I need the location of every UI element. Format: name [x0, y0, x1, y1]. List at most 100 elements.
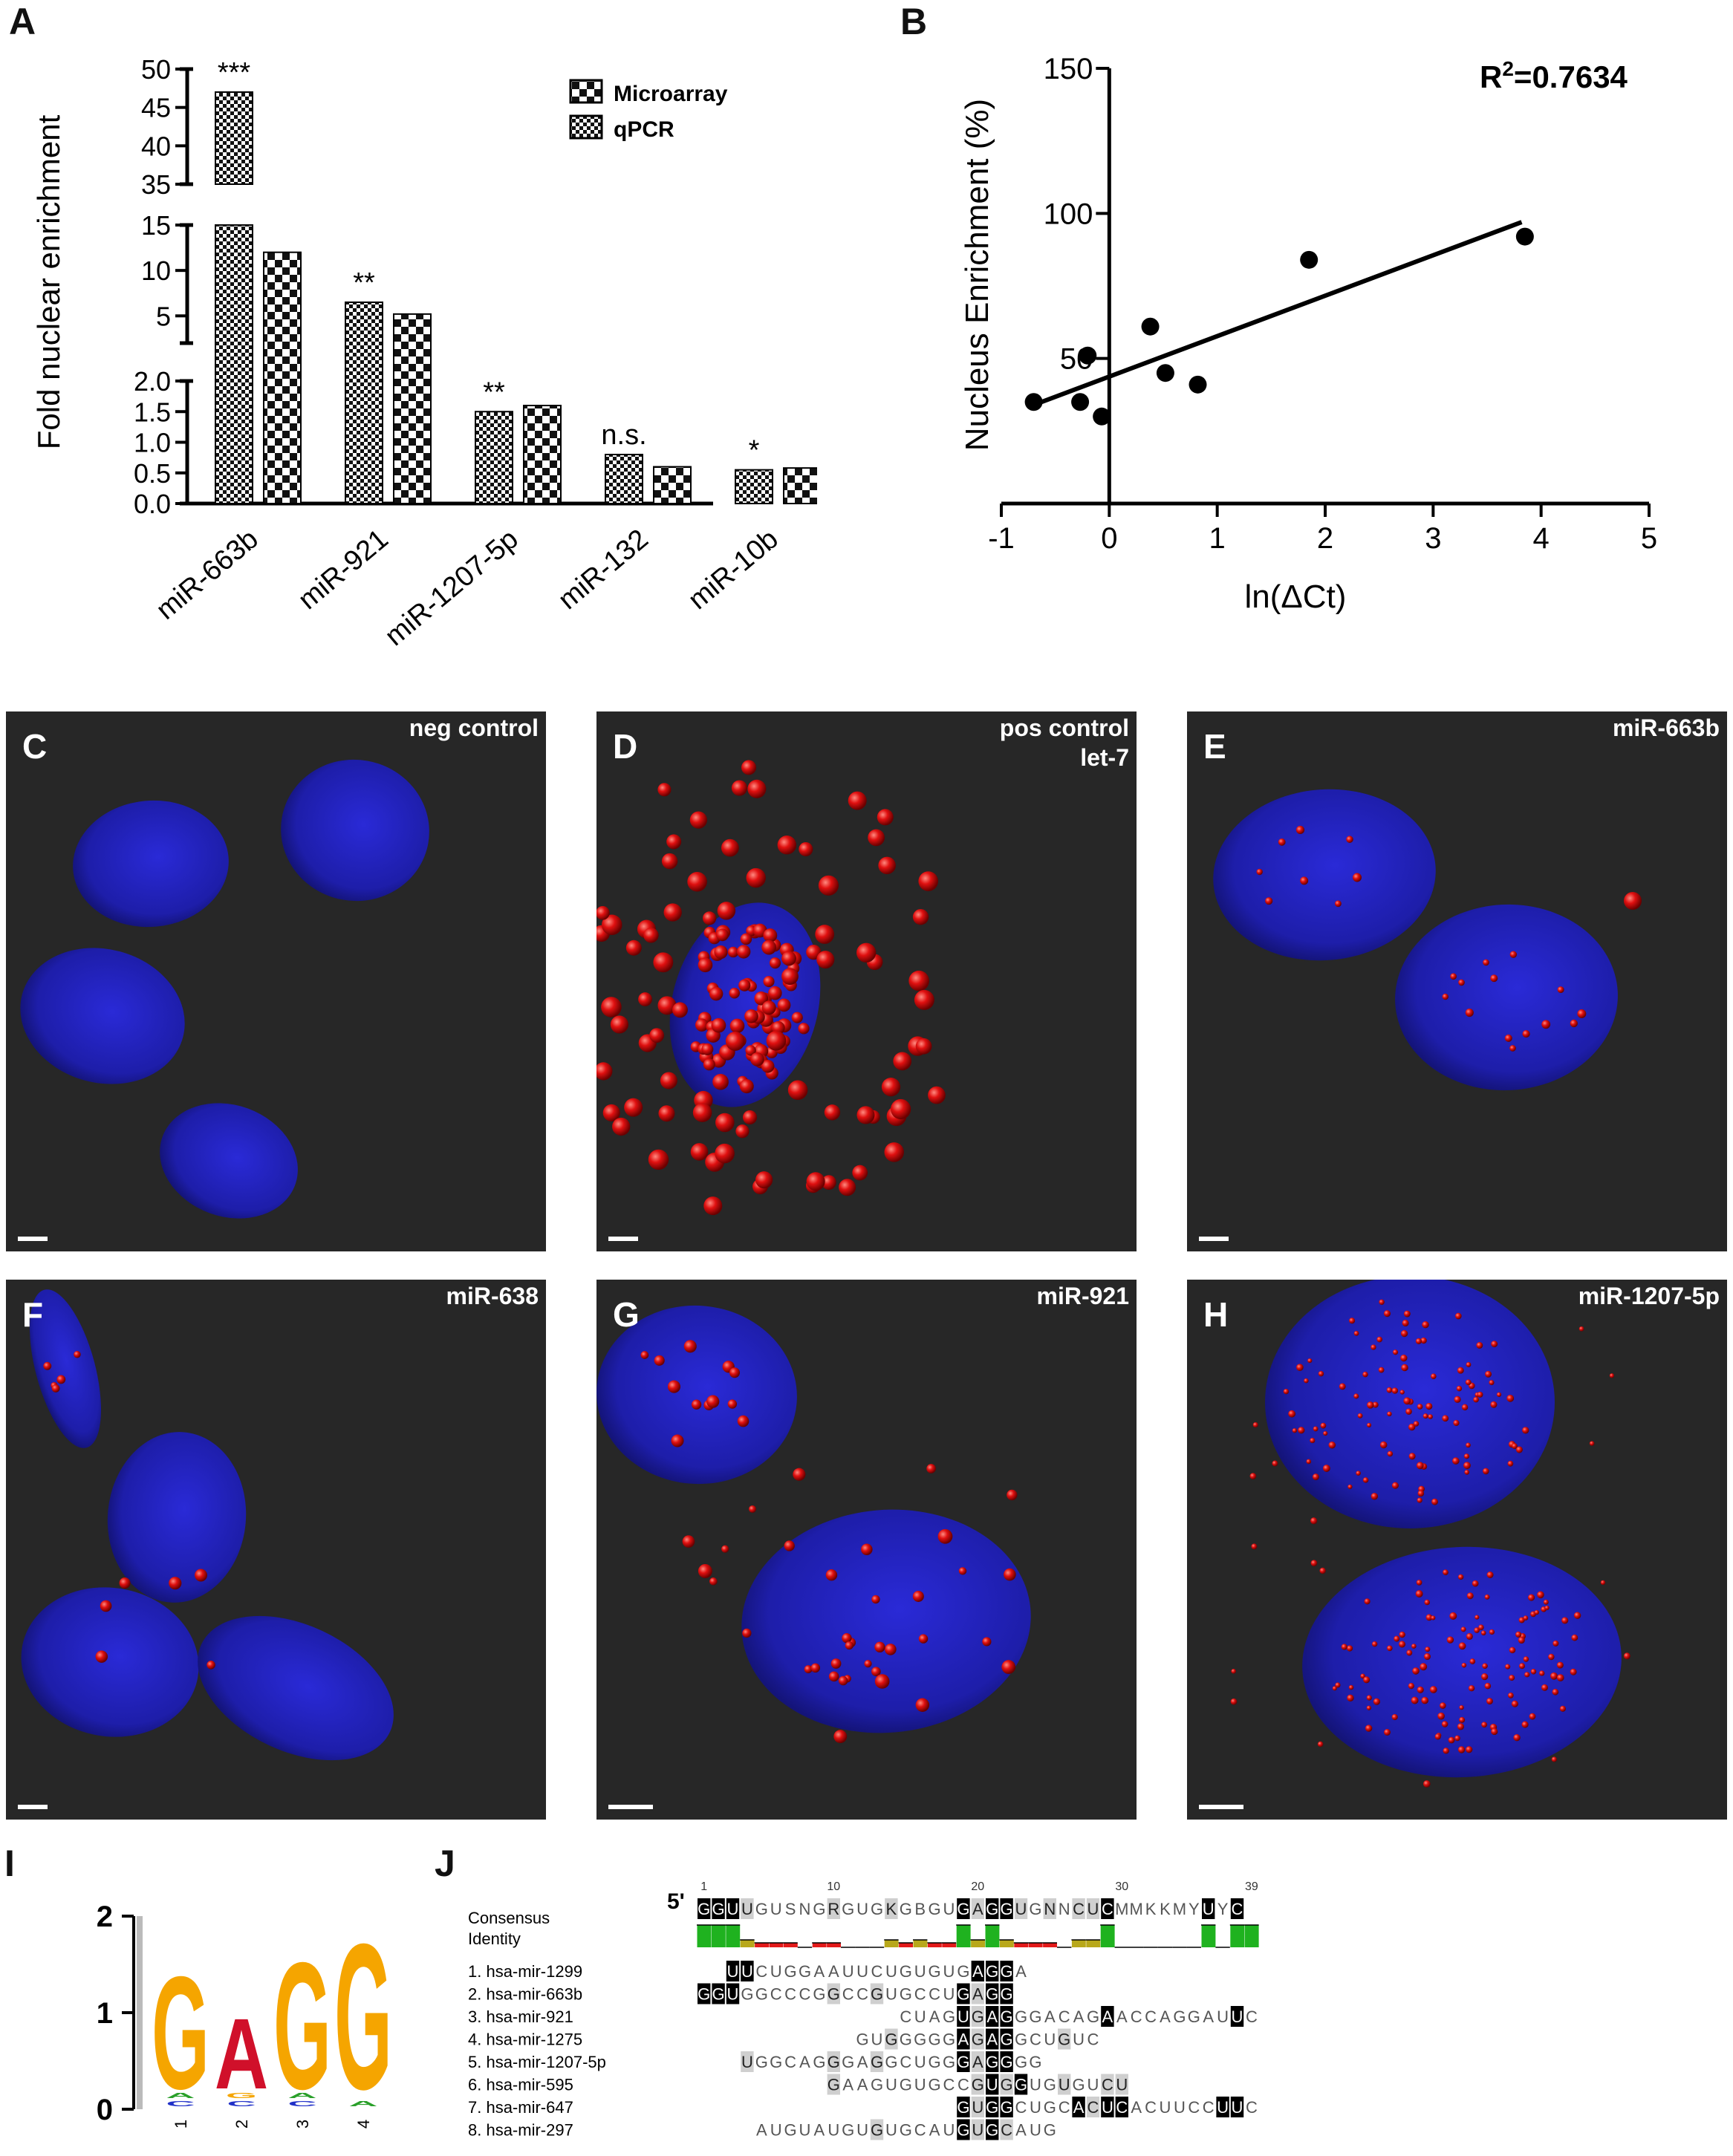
rna-signal-dot: [1408, 1683, 1414, 1690]
rna-signal-dot: [1543, 1599, 1549, 1605]
nuclei-render: [21, 1289, 394, 1761]
rna-signal-dot: [1577, 1009, 1587, 1018]
alignment-cell-highlight: [741, 1961, 754, 1981]
alignment-base: U: [1073, 2030, 1085, 2049]
rna-signal-dot: [638, 992, 652, 1006]
image-panel-mir-638: F miR-638: [6, 1280, 546, 1820]
alignment-base: G: [871, 1985, 883, 2004]
alignment-base: G: [755, 1900, 768, 1918]
rna-signal-dot: [1482, 1663, 1488, 1670]
rna-signal-dot: [1465, 1008, 1474, 1017]
rna-signal-dot: [815, 925, 835, 944]
alignment-base: A: [1073, 2007, 1085, 2026]
rna-signal-dot: [915, 1698, 930, 1712]
alignment-base: U: [799, 2121, 811, 2140]
rna-signal-dot: [1466, 1592, 1474, 1600]
rna-signal-dot: [1578, 1326, 1584, 1332]
alignment-base: C: [900, 2053, 911, 2071]
alignment-base: A: [929, 2007, 940, 2026]
rna-signal-dot: [1478, 1624, 1484, 1630]
identity-bar: [1244, 1925, 1259, 1947]
y-axis-title: Fold nuclear enrichment: [31, 114, 66, 449]
scale-bar: [1199, 1237, 1229, 1241]
alignment-base: C: [1188, 2098, 1200, 2117]
alignment-cell-highlight: [957, 2119, 970, 2140]
rna-signal-dot: [602, 1104, 620, 1122]
scatter-points: [1024, 220, 1534, 426]
alignment-base: U: [741, 1962, 753, 1981]
alignment-base: G: [986, 2098, 998, 2117]
rna-signal-dot: [1387, 1450, 1394, 1457]
alignment-cell-highlight: [827, 1898, 840, 1919]
rna-signal-dot: [830, 1658, 842, 1669]
alignment-base: G: [698, 1900, 710, 1918]
rna-signal-dot: [1304, 1378, 1309, 1384]
rna-signal-dot: [51, 1384, 60, 1393]
image-panel-mir-1207-5p: H miR-1207-5p: [1187, 1280, 1727, 1820]
rna-signal-dot: [1231, 1669, 1237, 1674]
rna-signal-dot: [1379, 1441, 1388, 1449]
alignment-base: U: [885, 2076, 897, 2094]
panel-letter-c: C: [22, 727, 48, 766]
identity-bar: [956, 1925, 971, 1947]
rna-signal-dot: [852, 1165, 868, 1181]
nucleus: [596, 1305, 797, 1485]
rna-signal-dot: [1518, 1636, 1525, 1644]
rna-signal-dot: [1272, 1460, 1278, 1467]
alignment-base: G: [900, 2121, 912, 2140]
rna-signal-dot: [596, 905, 610, 920]
alignment-base: G: [986, 1985, 998, 2004]
rna-signal-dot: [1278, 838, 1286, 846]
identity-bar: [913, 1940, 928, 1947]
alignment-base: G: [828, 2076, 840, 2094]
nuclei-render: [1230, 1280, 1630, 1788]
alignment-base: M: [1130, 1900, 1143, 1918]
rna-signal-dot: [1541, 1020, 1551, 1029]
rna-signal-dot: [1408, 1453, 1416, 1460]
nuclei-render: [596, 760, 946, 1216]
rna-signal-dot: [1249, 1473, 1257, 1479]
rna-signal-dot: [1490, 974, 1498, 983]
significance-label: **: [353, 267, 375, 299]
alignment-cell-highlight: [1101, 2006, 1114, 2027]
x-tick-label: 0: [1101, 522, 1117, 555]
rna-signal-dot: [698, 1563, 712, 1578]
x-tick-label: -1: [988, 522, 1015, 555]
rna-signal-dot: [640, 1351, 649, 1359]
rna-signal-dot: [1411, 1696, 1419, 1704]
alignment-base: G: [1044, 2098, 1056, 2117]
alignment-base: G: [871, 2121, 883, 2140]
sequence-name: 3. hsa-mir-921: [468, 2007, 573, 2026]
logo-y-tick-label: 2: [97, 1901, 113, 1933]
alignment-cell-highlight: [1202, 1898, 1215, 1919]
rna-signal-dot: [1496, 1392, 1502, 1397]
alignment-cell-highlight: [1086, 1898, 1100, 1919]
rna-signal-dot: [1557, 986, 1564, 994]
rna-signal-dot: [958, 1567, 967, 1575]
alignment-cell-highlight: [986, 1961, 999, 1981]
alignment-cell-highlight: [1072, 2097, 1085, 2117]
rna-signal-dot: [1505, 1664, 1511, 1670]
alignment-cell-highlight: [971, 1898, 984, 1919]
rna-signal-dot: [1431, 1498, 1438, 1505]
sequence-name: 2. hsa-mir-663b: [468, 1985, 582, 2004]
alignment-base: G: [900, 2076, 912, 2094]
alignment-base: G: [929, 2030, 941, 2049]
rna-signal-dot: [763, 928, 778, 942]
data-point: [1093, 407, 1111, 426]
rna-signal-dot: [1556, 1674, 1564, 1681]
panel-letter-h: H: [1203, 1295, 1229, 1334]
rna-signal-dot: [721, 1545, 729, 1553]
image-panel-neg-control: C neg control: [6, 711, 546, 1251]
alignment-base: A: [972, 1985, 983, 2004]
panel-letter-i: I: [4, 1843, 15, 1884]
logo-letter: A: [215, 1998, 268, 2110]
alignment-base: C: [842, 1985, 854, 2004]
alignment-cell-highlight: [726, 1983, 740, 2004]
rna-signal-dot: [856, 1106, 875, 1124]
rna-signal-dot: [1367, 1401, 1374, 1409]
rna-signal-dot: [1323, 1430, 1328, 1436]
bar-chart-axes: 0.00.51.01.52.0 5 10 15 35 40 45 50 Fold nuclear…: [31, 54, 713, 519]
